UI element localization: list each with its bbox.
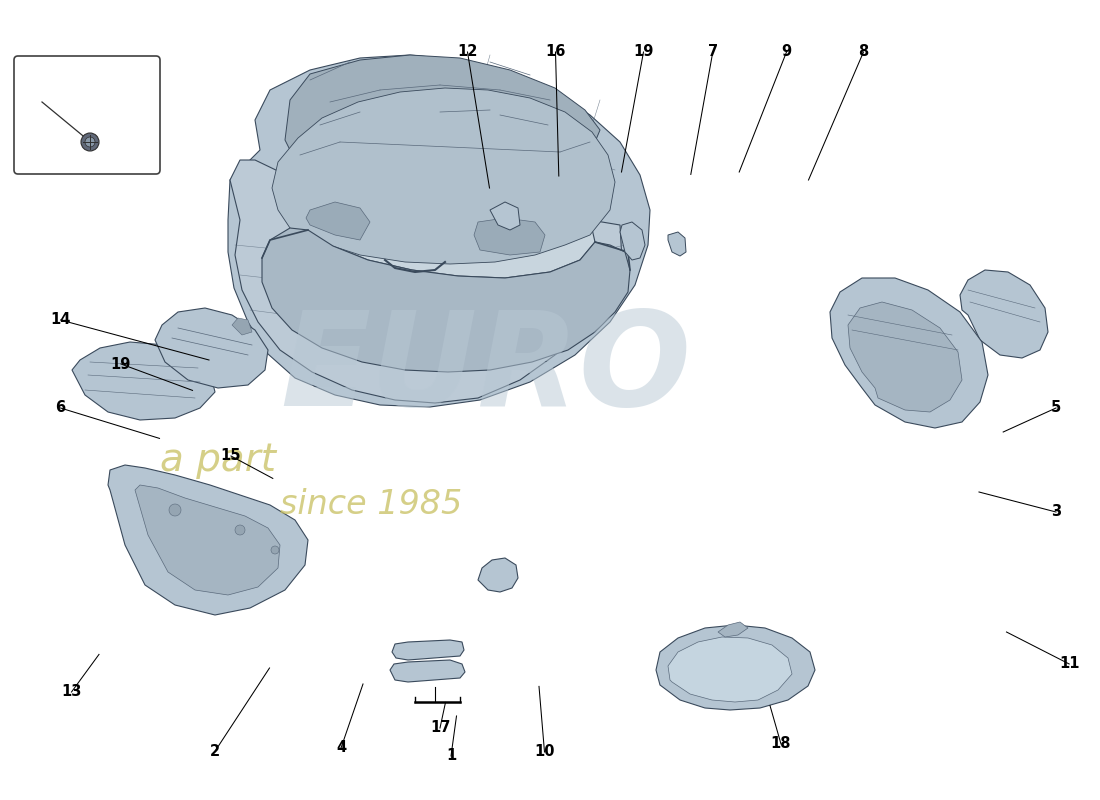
Polygon shape	[135, 485, 280, 595]
Circle shape	[271, 546, 279, 554]
Text: 4: 4	[336, 741, 346, 755]
Text: 19: 19	[634, 45, 653, 59]
Polygon shape	[262, 228, 630, 372]
Polygon shape	[668, 232, 686, 256]
Text: 7: 7	[707, 45, 718, 59]
FancyBboxPatch shape	[14, 56, 160, 174]
Circle shape	[81, 133, 99, 151]
Polygon shape	[620, 222, 645, 260]
Polygon shape	[72, 342, 214, 420]
Text: EURO: EURO	[280, 306, 691, 434]
Polygon shape	[305, 188, 595, 278]
Text: 9: 9	[781, 45, 792, 59]
Polygon shape	[668, 637, 792, 702]
Polygon shape	[960, 270, 1048, 358]
Polygon shape	[474, 218, 544, 255]
Polygon shape	[108, 465, 308, 615]
Text: 1: 1	[446, 749, 456, 763]
Text: 17: 17	[430, 721, 450, 735]
Text: 15: 15	[221, 449, 241, 463]
Text: 5: 5	[1050, 401, 1062, 415]
Circle shape	[85, 137, 95, 147]
Text: 6: 6	[55, 401, 66, 415]
Text: 3: 3	[1050, 505, 1062, 519]
Circle shape	[235, 525, 245, 535]
Text: a part: a part	[160, 441, 276, 479]
Circle shape	[169, 504, 182, 516]
Polygon shape	[830, 278, 988, 428]
Text: 8: 8	[858, 45, 869, 59]
Polygon shape	[718, 622, 748, 637]
Polygon shape	[230, 160, 622, 403]
Text: 13: 13	[62, 685, 81, 699]
Polygon shape	[272, 88, 615, 264]
Text: 2: 2	[209, 745, 220, 759]
Polygon shape	[392, 640, 464, 660]
Text: since 1985: since 1985	[280, 489, 462, 522]
Text: 14: 14	[51, 313, 70, 327]
Text: 16: 16	[546, 45, 565, 59]
Text: 19: 19	[111, 357, 131, 371]
Polygon shape	[232, 318, 252, 335]
Polygon shape	[656, 625, 815, 710]
Text: 18: 18	[771, 737, 791, 751]
Text: 10: 10	[535, 745, 554, 759]
Text: 11: 11	[1059, 657, 1079, 671]
Polygon shape	[390, 660, 465, 682]
Polygon shape	[490, 202, 520, 230]
Polygon shape	[285, 55, 600, 160]
Polygon shape	[478, 558, 518, 592]
Polygon shape	[848, 302, 962, 412]
Text: 12: 12	[458, 45, 477, 59]
Polygon shape	[228, 55, 650, 407]
Polygon shape	[306, 202, 370, 240]
Polygon shape	[155, 308, 268, 388]
